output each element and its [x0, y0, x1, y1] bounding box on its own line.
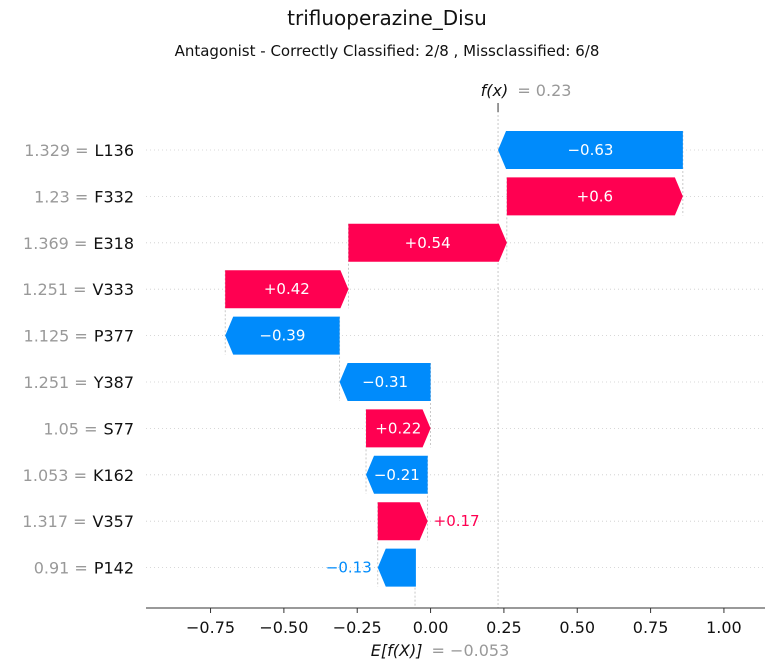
feature-value: 1.251 =: [22, 280, 86, 299]
base-label: E[f(X)]: [371, 641, 423, 660]
feature-name: E318: [93, 234, 134, 253]
bar-value-label: −0.13: [326, 559, 372, 577]
bar-value-label: +0.42: [264, 280, 310, 298]
feature-label: 1.23 = F332: [34, 187, 134, 206]
feature-name: L136: [95, 141, 134, 160]
chart-title: trifluoperazine_Disu: [287, 6, 487, 30]
feature-name: K162: [93, 466, 134, 485]
x-tick-label: −0.25: [333, 618, 382, 637]
feature-value: 0.91 =: [34, 559, 88, 578]
feature-label: 1.125 = P377: [24, 327, 134, 346]
feature-name: F332: [94, 187, 134, 206]
feature-name: V357: [93, 512, 134, 531]
feature-value: 1.05 =: [43, 419, 97, 438]
feature-value: 1.125 =: [24, 327, 88, 346]
x-axis: −0.75 −0.50 −0.25 0.00 0.25 0.50 0.75 1.00: [146, 607, 765, 637]
negative-bar: [498, 131, 683, 169]
bar-value-label: −0.21: [374, 466, 420, 484]
positive-bar: [348, 223, 507, 262]
negative-bar: [339, 363, 431, 401]
x-tick-label: 1.00: [706, 618, 742, 637]
feature-name: S77: [103, 419, 134, 438]
x-tick-label: 0.00: [413, 618, 449, 637]
bar-value-label: −0.63: [567, 141, 613, 159]
fx-annotation: f(x) = 0.23: [481, 81, 572, 100]
negative-bar: [225, 316, 340, 355]
feature-name: P377: [94, 327, 134, 346]
feature-label: 1.053 = K162: [23, 466, 134, 485]
bar-value-label: −0.39: [259, 327, 305, 345]
bar-value-label: −0.31: [362, 373, 408, 391]
feature-label: 1.251 = V333: [22, 280, 134, 299]
x-tick-label: −0.75: [186, 618, 235, 637]
feature-label: 0.91 = P142: [34, 559, 134, 578]
x-tick-label: −0.50: [259, 618, 308, 637]
feature-value: 1.369 =: [23, 234, 87, 253]
fx-value: = 0.23: [517, 81, 571, 100]
feature-label: 1.369 = E318: [23, 234, 134, 253]
feature-value: 1.251 =: [23, 373, 87, 392]
x-tick-label: 0.25: [486, 618, 522, 637]
bar-value-label: +0.17: [434, 512, 480, 530]
feature-value: 1.329 =: [24, 141, 88, 160]
positive-bar: [225, 270, 349, 309]
feature-value: 1.317 =: [22, 512, 86, 531]
feature-name: P142: [94, 559, 134, 578]
feature-value: 1.053 =: [23, 466, 87, 485]
positive-bar: [377, 502, 428, 541]
x-tick-label: 0.50: [559, 618, 595, 637]
feature-label: 1.251 = Y387: [23, 373, 134, 392]
base-value: = −0.053: [432, 641, 510, 660]
feature-value: 1.23 =: [34, 187, 88, 206]
guide-lines: [224, 103, 684, 608]
chart-subtitle: Antagonist - Correctly Classified: 2/8 ,…: [174, 42, 600, 60]
negative-bar: [377, 548, 416, 587]
bars: −0.63 +0.6 +0.54 +0.42 −0.39 −0.31 +0.22 −0.21 +…: [225, 131, 683, 587]
feature-label: 1.329 = L136: [24, 141, 134, 160]
x-tick-label: 0.75: [633, 618, 669, 637]
feature-name: Y387: [93, 373, 134, 392]
bar-value-label: +0.54: [405, 234, 451, 252]
feature-labels: 1.329 = L136 1.23 = F332 1.369 = E318 1.251 = V…: [22, 141, 134, 578]
positive-bar: [506, 177, 683, 216]
feature-name: V333: [93, 280, 134, 299]
base-value-annotation: E[f(X)] = −0.053: [371, 641, 509, 660]
feature-label: 1.05 = S77: [43, 419, 134, 438]
bar-value-label: +0.6: [577, 187, 613, 205]
fx-label: f(x): [481, 81, 509, 100]
bar-value-label: +0.22: [375, 419, 421, 437]
negative-bar: [366, 455, 428, 494]
feature-label: 1.317 = V357: [22, 512, 134, 531]
positive-bar: [366, 409, 431, 448]
